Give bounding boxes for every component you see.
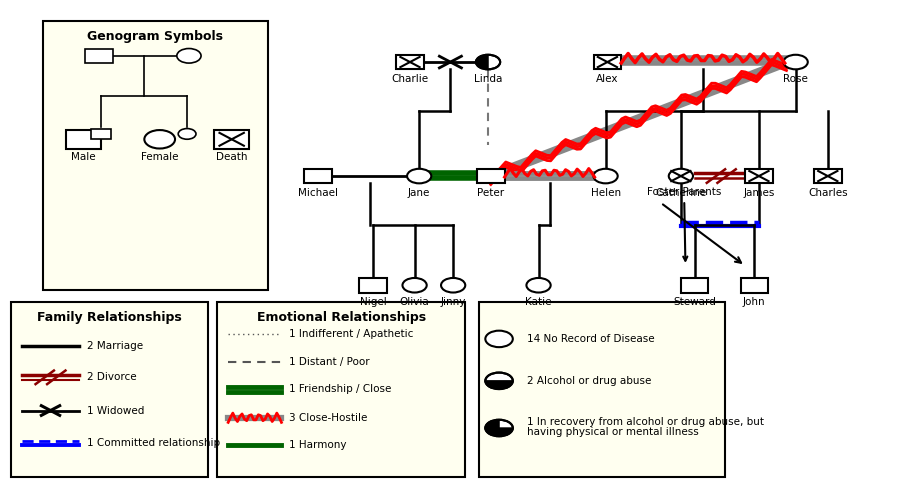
Text: Peter: Peter bbox=[477, 188, 505, 198]
Text: Michael: Michael bbox=[298, 188, 338, 198]
Text: Rose: Rose bbox=[783, 74, 808, 84]
Bar bbox=[814, 169, 842, 183]
Text: 1 Friendship / Close: 1 Friendship / Close bbox=[289, 384, 391, 394]
FancyBboxPatch shape bbox=[479, 302, 725, 477]
Text: Catherine: Catherine bbox=[655, 188, 706, 198]
Text: Male: Male bbox=[71, 152, 96, 163]
Text: James: James bbox=[743, 188, 775, 198]
Ellipse shape bbox=[593, 169, 618, 183]
Text: Foster Parents: Foster Parents bbox=[647, 187, 721, 261]
Wedge shape bbox=[476, 56, 488, 68]
Bar bbox=[396, 55, 424, 69]
Ellipse shape bbox=[527, 278, 551, 292]
Text: 1 Widowed: 1 Widowed bbox=[87, 406, 145, 415]
Text: 14 No Record of Disease: 14 No Record of Disease bbox=[527, 334, 654, 344]
Text: Steward: Steward bbox=[673, 297, 717, 307]
Text: 1 Distant / Poor: 1 Distant / Poor bbox=[289, 357, 369, 366]
Text: Family Relationships: Family Relationships bbox=[37, 311, 181, 324]
Text: 1 Indifferent / Apathetic: 1 Indifferent / Apathetic bbox=[289, 329, 414, 339]
Text: Charles: Charles bbox=[808, 188, 847, 198]
Text: Death: Death bbox=[216, 152, 248, 163]
Bar bbox=[477, 169, 505, 183]
Bar bbox=[305, 169, 332, 183]
Wedge shape bbox=[485, 421, 513, 435]
Bar bbox=[215, 130, 249, 148]
Ellipse shape bbox=[402, 278, 426, 292]
Ellipse shape bbox=[669, 169, 693, 183]
FancyBboxPatch shape bbox=[42, 21, 268, 290]
Ellipse shape bbox=[476, 55, 500, 69]
Ellipse shape bbox=[784, 55, 808, 69]
Bar bbox=[740, 278, 768, 292]
Text: Linda: Linda bbox=[474, 74, 502, 84]
Bar bbox=[681, 278, 708, 292]
Ellipse shape bbox=[145, 130, 175, 148]
Text: Jinny: Jinny bbox=[440, 297, 466, 307]
Text: Olivia: Olivia bbox=[400, 297, 429, 307]
Text: Emotional Relationships: Emotional Relationships bbox=[257, 311, 426, 324]
Ellipse shape bbox=[407, 169, 431, 183]
Bar bbox=[594, 55, 621, 69]
Text: 2 Alcohol or drug abuse: 2 Alcohol or drug abuse bbox=[527, 376, 651, 386]
Text: Nigel: Nigel bbox=[360, 297, 387, 307]
Ellipse shape bbox=[485, 372, 513, 389]
Wedge shape bbox=[485, 381, 513, 388]
Bar bbox=[65, 130, 100, 148]
Text: Female: Female bbox=[141, 152, 179, 163]
Text: Genogram Symbols: Genogram Symbols bbox=[87, 30, 223, 42]
Text: 1 Committed relationship: 1 Committed relationship bbox=[87, 438, 220, 448]
Text: Jane: Jane bbox=[408, 188, 430, 198]
Bar bbox=[745, 169, 773, 183]
Text: 2 Divorce: 2 Divorce bbox=[87, 372, 136, 382]
Bar bbox=[90, 128, 111, 139]
Text: Helen: Helen bbox=[590, 188, 621, 198]
Text: 1 In recovery from alcohol or drug abuse, but: 1 In recovery from alcohol or drug abuse… bbox=[527, 417, 764, 427]
Text: 1 Harmony: 1 Harmony bbox=[289, 441, 346, 450]
Text: Charlie: Charlie bbox=[391, 74, 428, 84]
Text: 3 Close-Hostile: 3 Close-Hostile bbox=[289, 412, 367, 423]
Ellipse shape bbox=[441, 278, 465, 292]
Ellipse shape bbox=[485, 331, 513, 347]
Ellipse shape bbox=[177, 48, 201, 63]
Bar bbox=[359, 278, 387, 292]
Text: 2 Marriage: 2 Marriage bbox=[87, 341, 143, 351]
FancyBboxPatch shape bbox=[217, 302, 465, 477]
Ellipse shape bbox=[178, 128, 196, 139]
FancyBboxPatch shape bbox=[10, 302, 208, 477]
Text: John: John bbox=[743, 297, 765, 307]
Bar bbox=[85, 48, 112, 63]
Text: having physical or mental illness: having physical or mental illness bbox=[527, 427, 698, 437]
Text: Katie: Katie bbox=[525, 297, 552, 307]
Text: Alex: Alex bbox=[596, 74, 619, 84]
Ellipse shape bbox=[485, 420, 513, 436]
